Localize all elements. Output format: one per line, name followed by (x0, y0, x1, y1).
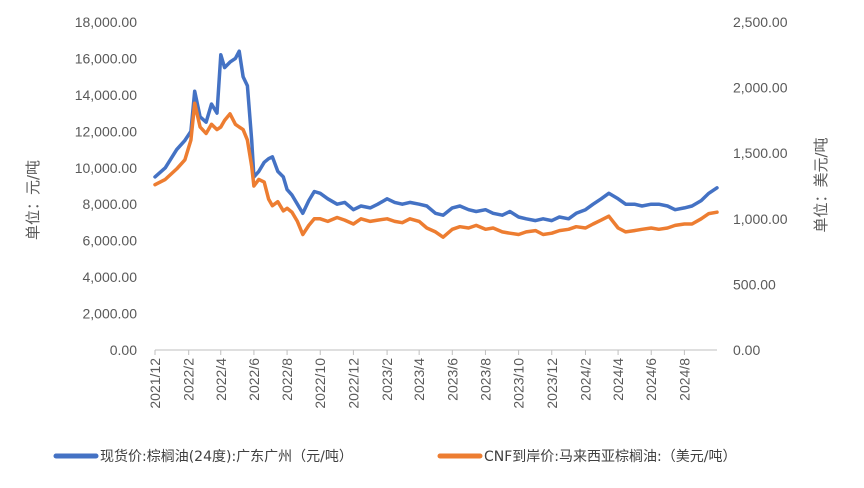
left-tick-label: 0.00 (110, 342, 137, 358)
x-tick-label: 2023/10 (511, 358, 527, 409)
right-tick-label: 1,500.00 (733, 145, 788, 161)
left-axis-ticks: 0.00 2,000.00 4,000.00 6,000.00 8,000.00 10,0… (75, 14, 138, 358)
x-tick-label: 2024/4 (610, 358, 626, 401)
x-tick-label: 2021/12 (147, 358, 163, 409)
left-tick-label: 2,000.00 (83, 306, 138, 322)
left-tick-label: 4,000.00 (83, 269, 138, 285)
legend-label-cnf-price: CNF到岸价:马来西亚棕榈油:（美元/吨） (484, 449, 736, 465)
x-tick-label: 2023/6 (444, 358, 460, 401)
x-tick-label: 2022/4 (213, 358, 229, 401)
legend-label-spot-price: 现货价:棕榈油(24度):广东广州（元/吨） (100, 448, 353, 465)
legend: 现货价:棕榈油(24度):广东广州（元/吨） CNF到岸价:马来西亚棕榈油:（美… (53, 448, 736, 465)
plot-series (153, 49, 719, 239)
x-tick-label: 2024/2 (577, 358, 593, 401)
x-tick-label: 2023/12 (544, 358, 560, 409)
right-tick-label: 0.00 (733, 342, 760, 358)
right-axis-ticks: 0.00 500.00 1,000.00 1,500.00 2,000.00 2,500.… (733, 14, 788, 358)
left-tick-label: 8,000.00 (83, 196, 138, 212)
series-line-cnf-price (153, 101, 719, 239)
right-tick-label: 1,000.00 (733, 211, 788, 227)
x-tick-label: 2022/10 (312, 358, 328, 409)
x-axis: 2021/12 2022/2 2022/4 2022/6 2022/8 2022/10 20… (147, 349, 717, 409)
series-line-spot-price (153, 49, 719, 223)
x-tick-label: 2022/2 (181, 358, 197, 401)
right-tick-label: 2,000.00 (733, 80, 788, 96)
left-tick-label: 10,000.00 (75, 160, 137, 176)
right-axis-title: 单位：美元/吨 (812, 137, 830, 232)
right-tick-label: 500.00 (733, 276, 776, 292)
x-tick-label: 2024/8 (676, 358, 692, 401)
x-tick-label: 2022/8 (279, 358, 295, 401)
left-tick-label: 18,000.00 (75, 14, 137, 30)
x-tick-label: 2022/12 (345, 358, 361, 409)
left-tick-label: 16,000.00 (75, 50, 137, 66)
left-tick-label: 14,000.00 (75, 87, 137, 103)
x-tick-label: 2023/2 (379, 358, 395, 401)
x-tick-label: 2023/8 (477, 358, 493, 401)
right-tick-label: 2,500.00 (733, 14, 788, 30)
x-tick-label: 2023/4 (411, 358, 427, 401)
left-tick-label: 6,000.00 (83, 233, 138, 249)
left-tick-label: 12,000.00 (75, 123, 137, 139)
x-tick-label: 2022/6 (246, 358, 262, 401)
left-axis-title: 单位：元/吨 (24, 160, 42, 240)
x-tick-label: 2024/6 (643, 358, 659, 401)
